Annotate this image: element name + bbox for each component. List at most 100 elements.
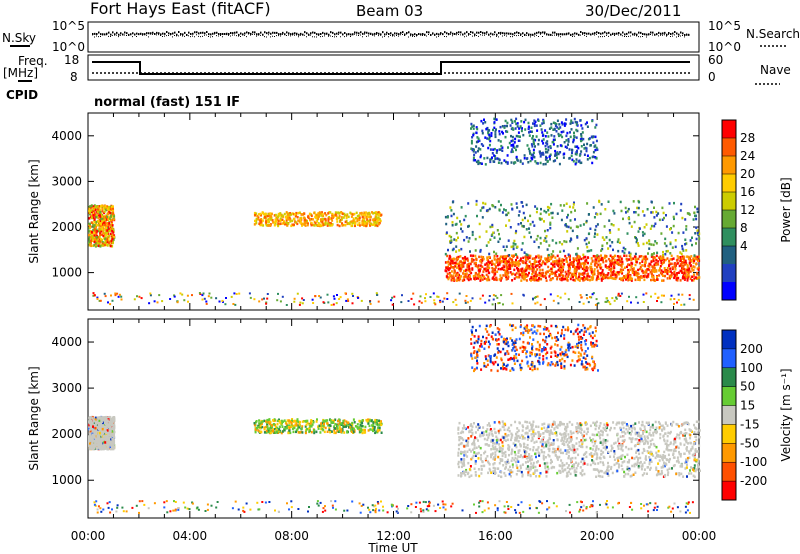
data-cell [525, 268, 528, 272]
data-cell [495, 277, 497, 280]
data-cell [375, 211, 378, 214]
data-cell [471, 125, 474, 128]
data-cell [605, 300, 608, 303]
data-cell [536, 129, 539, 132]
data-cell [591, 119, 594, 123]
data-cell [659, 264, 662, 268]
data-cell [695, 276, 697, 279]
data-cell [484, 121, 487, 124]
data-cell [253, 298, 256, 301]
data-cell [541, 139, 544, 143]
data-cell [542, 119, 545, 123]
data-cell [450, 270, 453, 273]
data-cell [615, 297, 618, 300]
data-cell [626, 232, 629, 235]
data-cell [373, 221, 376, 224]
data-cell [191, 294, 193, 297]
data-cell [535, 264, 538, 267]
data-cell [688, 267, 691, 270]
data-cell [578, 265, 581, 268]
data-cell [642, 293, 645, 296]
data-cell [551, 239, 554, 242]
data-cell [691, 269, 694, 272]
data-cell [690, 255, 693, 258]
data-cell [650, 211, 653, 214]
data-cell [104, 231, 107, 235]
data-cell [505, 264, 508, 267]
colorbar-swatch [722, 264, 736, 283]
data-cell [572, 206, 575, 209]
data-cell [94, 205, 97, 208]
data-cell [480, 119, 483, 123]
data-cell [112, 235, 115, 239]
data-cell [335, 302, 338, 305]
data-cell [585, 242, 588, 246]
data-cell [508, 260, 510, 264]
data-cell [680, 202, 683, 206]
data-cell [104, 240, 107, 244]
data-cell [494, 133, 497, 136]
data-cell [654, 256, 656, 259]
data-cell [536, 273, 539, 277]
data-cell [456, 277, 459, 280]
data-cell [373, 211, 376, 215]
data-cell [687, 270, 690, 274]
data-cell [516, 206, 519, 209]
data-cell [550, 262, 553, 265]
data-cell [321, 211, 323, 214]
data-cell [661, 279, 663, 282]
data-cell [598, 272, 601, 275]
data-cell [581, 267, 584, 270]
data-cell [474, 274, 477, 277]
data-cell [559, 151, 562, 154]
data-cell [106, 212, 109, 216]
data-cell [600, 203, 603, 206]
data-cell [525, 228, 528, 231]
data-cell [677, 256, 680, 259]
data-cell [517, 223, 520, 226]
data-cell [697, 259, 699, 262]
data-cell [99, 214, 101, 217]
data-cell [489, 160, 492, 164]
data-cell [539, 212, 542, 216]
data-cell [691, 279, 693, 282]
data-cell [481, 129, 484, 133]
data-cell [580, 262, 583, 266]
data-cell [90, 435, 93, 438]
data-cell [352, 213, 355, 216]
data-cell [691, 275, 694, 278]
data-cell [361, 219, 364, 223]
data-cell [95, 216, 98, 219]
data-cell [530, 279, 532, 282]
data-cell [537, 279, 540, 282]
data-cell [616, 258, 619, 262]
data-cell [253, 211, 256, 215]
data-cell [98, 243, 101, 246]
data-cell [600, 249, 603, 252]
data-cell [473, 277, 476, 280]
data-cell [532, 263, 534, 266]
data-cell [553, 262, 556, 266]
data-cell [535, 124, 538, 127]
data-cell [585, 147, 588, 150]
data-cell [534, 265, 537, 269]
data-cell [484, 163, 487, 166]
data-cell [488, 266, 491, 270]
data-cell [452, 301, 455, 304]
data-cell [507, 271, 510, 274]
data-cell [106, 227, 109, 230]
data-cell [321, 220, 324, 224]
data-cell [313, 224, 316, 227]
data-cell [88, 437, 91, 441]
data-cell [349, 220, 352, 224]
data-cell [519, 269, 522, 272]
data-cell [505, 278, 508, 281]
data-cell [695, 217, 698, 221]
data-cell [494, 157, 497, 161]
data-cell [654, 262, 657, 265]
data-cell [655, 254, 658, 258]
data-cell [474, 254, 477, 258]
data-cell [613, 212, 616, 215]
data-cell [264, 212, 267, 216]
data-cell [489, 225, 492, 229]
